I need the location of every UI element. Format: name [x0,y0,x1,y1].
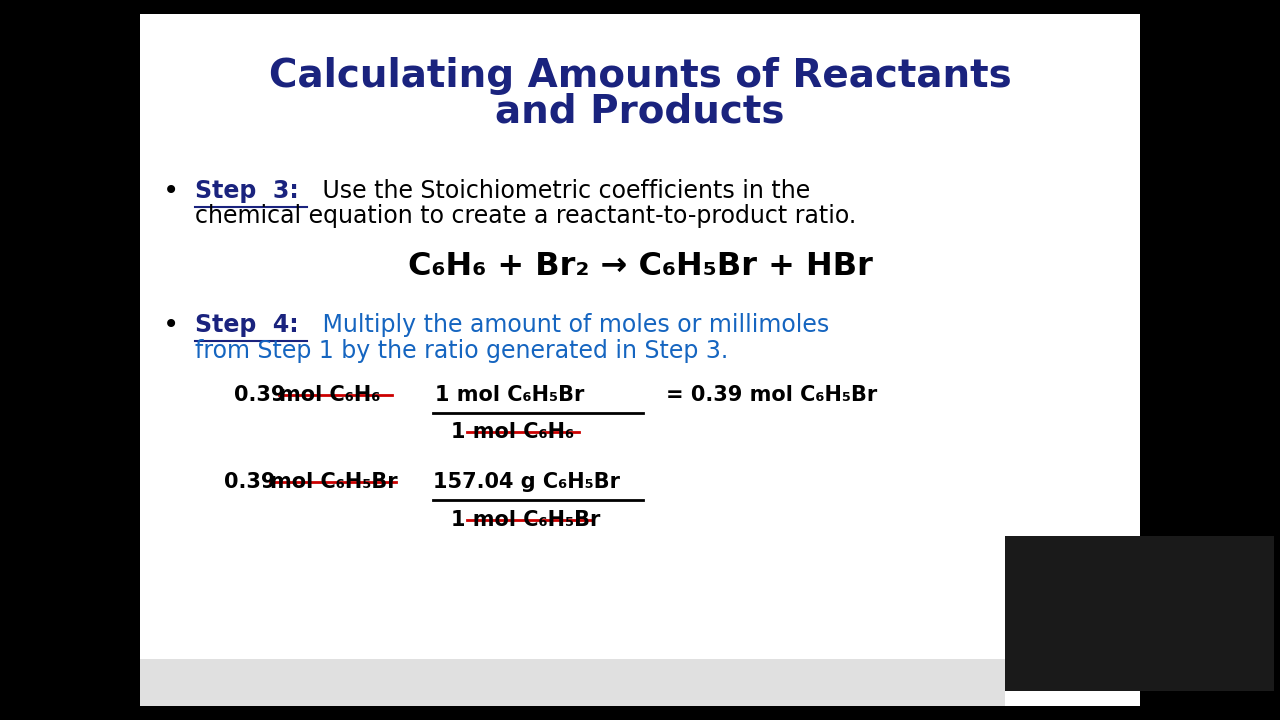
FancyBboxPatch shape [140,14,1140,706]
Text: Calculating Amounts of Reactants: Calculating Amounts of Reactants [269,57,1011,94]
Text: ▪: ▪ [214,678,221,688]
Text: from Step 1 by the ratio generated in Step 3.: from Step 1 by the ratio generated in St… [195,338,728,363]
Text: •: • [163,312,179,339]
Text: 1 mol C₆H₅Br: 1 mol C₆H₅Br [435,384,585,405]
Text: and Products: and Products [495,93,785,130]
Text: Step  4:: Step 4: [195,313,298,338]
Text: 1 mol C₆H₅Br: 1 mol C₆H₅Br [451,510,600,530]
Text: = 0.39 mol C₆H₅Br: = 0.39 mol C₆H₅Br [666,384,877,405]
Text: 1 mol C₆H₆: 1 mol C₆H₆ [451,422,573,442]
Text: ▪: ▪ [239,678,247,688]
Text: ▪: ▪ [163,678,170,688]
Text: Multiply the amount of moles or millimoles: Multiply the amount of moles or millimol… [315,313,829,338]
Text: Step  3:: Step 3: [195,179,298,203]
Text: 0.39: 0.39 [224,472,283,492]
FancyBboxPatch shape [1005,536,1274,691]
FancyBboxPatch shape [140,659,1005,706]
Text: ▪: ▪ [188,678,196,688]
Text: Use the Stoichiometric coefficients in the: Use the Stoichiometric coefficients in t… [315,179,810,203]
Text: 0.39: 0.39 [234,384,293,405]
Text: 157.04 g C₆H₅Br: 157.04 g C₆H₅Br [433,472,620,492]
Text: 17: 17 [1069,664,1094,683]
Text: •: • [163,177,179,204]
Text: mol C₆H₅Br: mol C₆H₅Br [270,472,398,492]
Text: C₆H₆ + Br₂ → C₆H₅Br + HBr: C₆H₆ + Br₂ → C₆H₅Br + HBr [407,251,873,282]
Text: mol C₆H₆: mol C₆H₆ [279,384,380,405]
Text: chemical equation to create a reactant-to-product ratio.: chemical equation to create a reactant-t… [195,204,856,228]
